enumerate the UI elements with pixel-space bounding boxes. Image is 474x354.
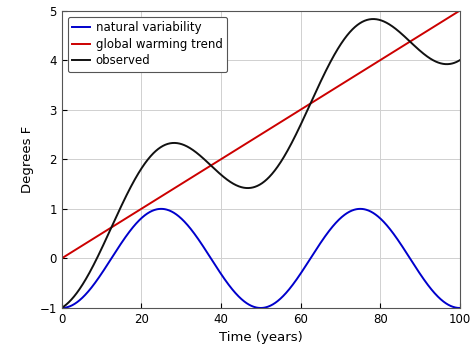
natural variability [220,275,226,279]
observed [59,306,64,310]
global warming trend [376,59,382,63]
global warming trend [59,256,64,261]
observed [234,183,240,188]
X-axis label: Time (years): Time (years) [219,331,302,344]
observed [332,51,338,56]
global warming trend [369,63,375,67]
natural variability [158,207,164,211]
observed [100,245,105,249]
Line: natural variability: natural variability [62,209,460,308]
natural variability [333,221,338,225]
observed [377,18,383,22]
natural variability [59,306,64,310]
natural variability [370,210,375,215]
natural variability [235,293,240,297]
Legend: natural variability, global warming trend, observed: natural variability, global warming tren… [67,17,228,72]
Y-axis label: Degrees F: Degrees F [21,126,34,193]
observed [371,17,376,21]
global warming trend [220,156,226,160]
observed [457,58,463,62]
Line: observed: observed [62,19,460,308]
natural variability [377,216,383,220]
global warming trend [234,147,240,152]
global warming trend [332,86,338,90]
observed [220,174,226,178]
observed [369,17,375,21]
global warming trend [100,231,105,235]
natural variability [100,270,105,275]
global warming trend [457,8,463,13]
Line: global warming trend: global warming trend [62,11,460,258]
natural variability [457,306,463,310]
